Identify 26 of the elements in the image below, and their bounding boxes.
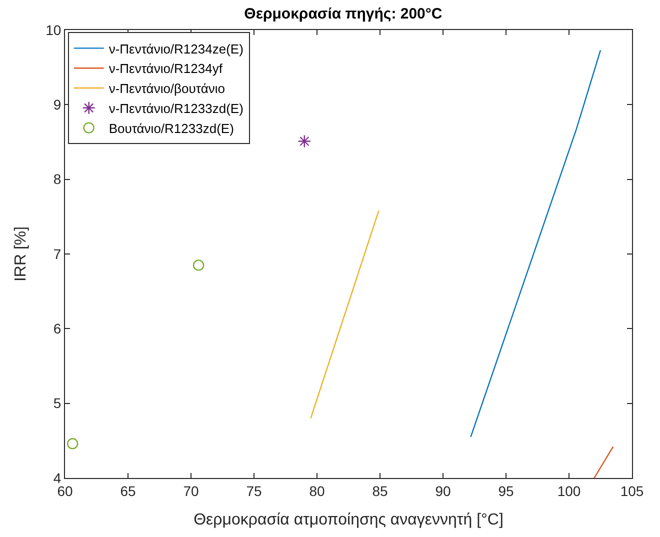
y-tick-label: 8: [53, 171, 62, 188]
x-tick-label: 85: [372, 482, 388, 499]
point: [298, 134, 311, 148]
x-axis-title: Θερμοκρασία ατμοποίησης αναγεννητή [°C]: [194, 512, 504, 528]
legend-label: ν-Πεντάνιο/βουτάνιο: [108, 81, 225, 96]
legend-label: ν-Πεντάνιο/R1233zd(E): [108, 100, 244, 116]
x-tick-label: 65: [120, 482, 136, 499]
x-tick-label: 100: [557, 482, 581, 499]
y-axis-title: IRR [%]: [12, 226, 30, 282]
x-tick-label: 70: [183, 482, 199, 499]
x-tick-label: 75: [246, 482, 262, 499]
point: [192, 260, 204, 271]
y-tick-label: 7: [53, 246, 62, 262]
y-tick-label: 10: [46, 22, 62, 38]
x-tick-label: 80: [309, 482, 325, 499]
y-tick-label: 5: [53, 395, 62, 412]
legend-label: Βουτάνιο/R1233zd(E): [108, 120, 234, 136]
point: [66, 438, 78, 450]
x-tick-label: 105: [620, 482, 644, 499]
x-tick-label: 95: [498, 482, 514, 499]
legend-label: ν-Πεντάνιο/R1234yf: [108, 61, 223, 76]
y-tick-label: 6: [53, 320, 62, 337]
y-tick-label: 9: [53, 96, 62, 113]
legend-label: ν-Πεντάνιο/R1234ze(E): [108, 41, 244, 56]
chart-title: Θερμοκρασία πηγής: 200°C: [244, 6, 442, 23]
x-tick-label: 90: [435, 482, 451, 499]
